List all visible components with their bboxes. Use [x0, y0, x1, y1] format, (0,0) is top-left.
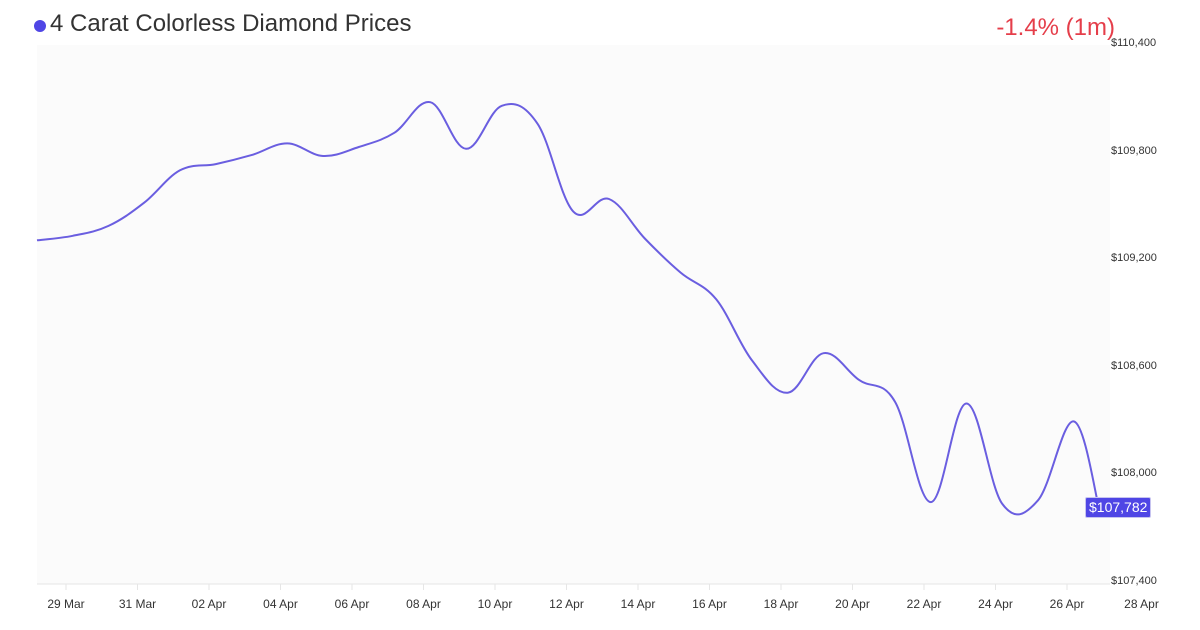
- series-dot-icon: [34, 19, 46, 32]
- chart-title-group: 4 Carat Colorless Diamond Prices: [34, 10, 411, 38]
- last-value-badge: $107,782: [1085, 497, 1152, 518]
- x-tick-label: 31 Mar: [118, 597, 157, 611]
- y-tick-label: $108,600: [1111, 359, 1157, 372]
- x-tick-label: 04 Apr: [263, 597, 298, 611]
- x-tick-label: 16 Apr: [692, 597, 727, 611]
- x-axis-ticks: [65, 584, 1068, 590]
- chart-title: 4 Carat Colorless Diamond Prices: [50, 10, 412, 37]
- y-tick-label: $109,800: [1111, 144, 1157, 157]
- x-tick-label: 20 Apr: [835, 597, 870, 611]
- x-tick-label: 18 Apr: [763, 597, 799, 611]
- x-tick-label: 10 Apr: [477, 597, 513, 611]
- y-tick-label: $108,000: [1111, 467, 1157, 480]
- x-tick-label: 28 Apr: [1124, 597, 1159, 611]
- price-change-label: -1.4% (1m): [996, 14, 1115, 41]
- x-tick-label: 12 Apr: [549, 597, 584, 611]
- y-tick-label: $109,200: [1111, 252, 1157, 265]
- price-line: [36, 101, 1101, 516]
- x-tick-label: 14 Apr: [620, 597, 656, 611]
- y-tick-label: $107,400: [1111, 575, 1157, 587]
- x-tick-label: 08 Apr: [406, 597, 441, 611]
- x-tick-label: 06 Apr: [334, 597, 370, 611]
- x-tick-label: 22 Apr: [906, 597, 942, 611]
- plot-area: [37, 45, 1110, 584]
- x-tick-label: 29 Mar: [47, 597, 85, 611]
- x-tick-label: 26 Apr: [1049, 597, 1085, 611]
- x-tick-label: 02 Apr: [191, 597, 227, 611]
- y-tick-label: $110,400: [1111, 37, 1157, 49]
- x-tick-label: 24 Apr: [978, 597, 1013, 611]
